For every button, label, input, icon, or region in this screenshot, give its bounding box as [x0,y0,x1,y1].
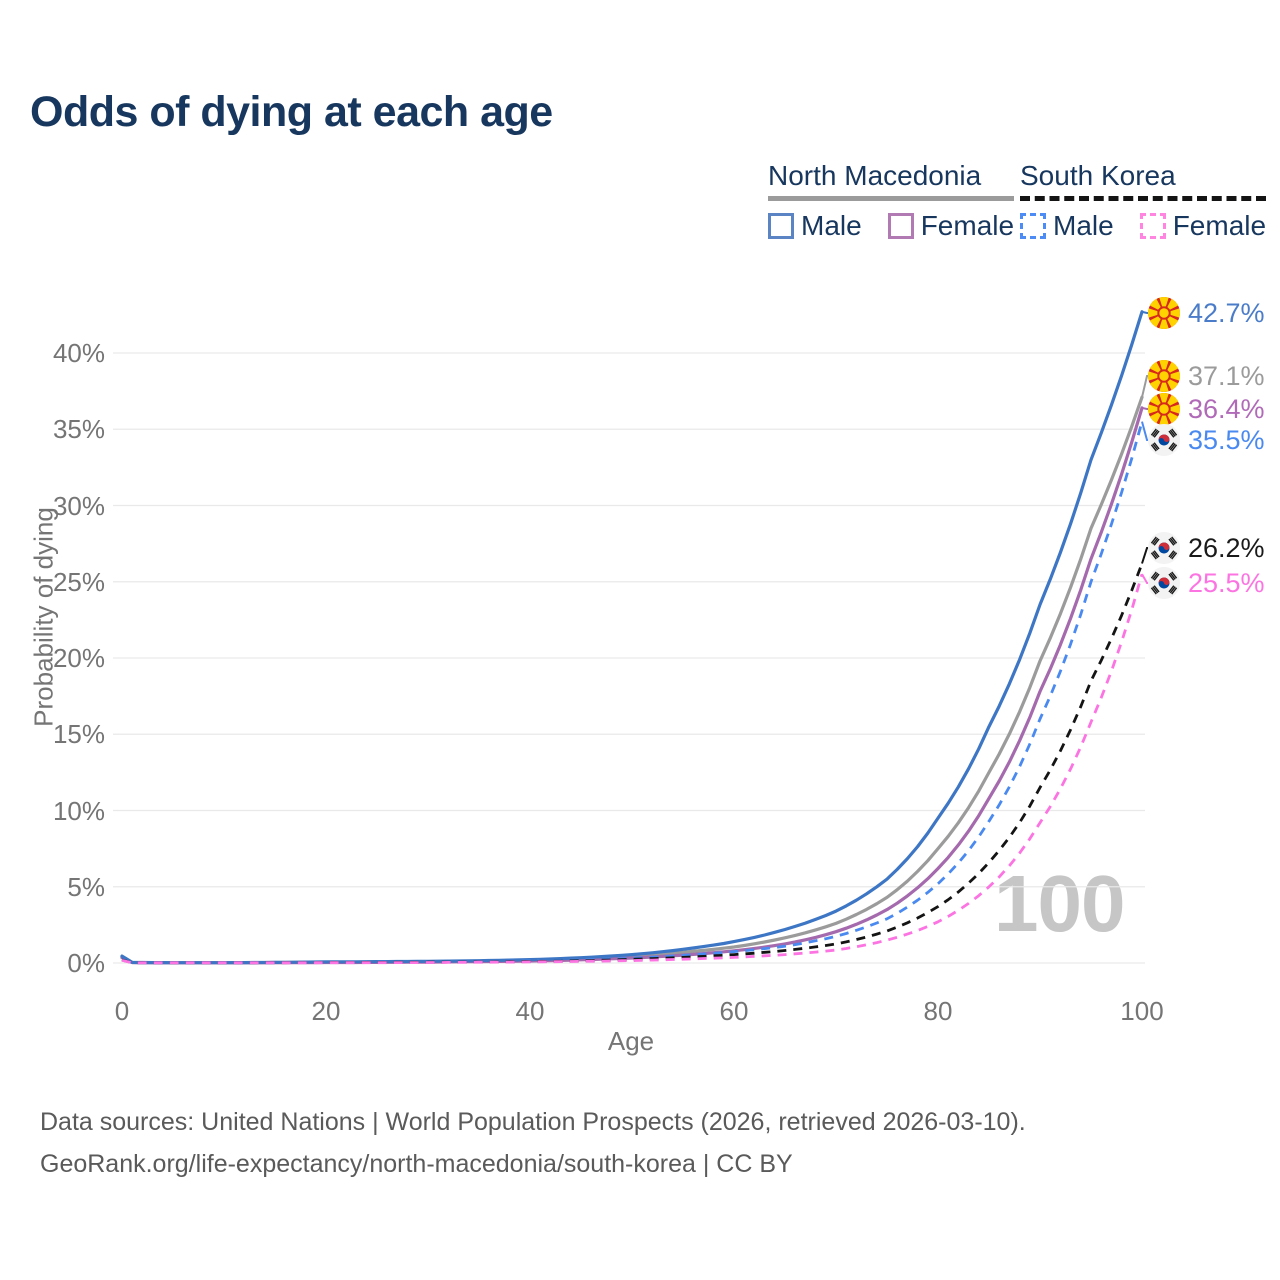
legend-item-label: Male [801,210,862,241]
y-tick-label: 25% [52,566,105,597]
legend-item-sk-male[interactable]: Male [1020,210,1114,242]
y-axis-title: Probability of dying [28,507,59,727]
north-macedonia-flag-icon [1147,392,1181,426]
south-korea-flag-icon [1147,423,1181,457]
y-tick-label: 35% [52,414,105,445]
legend-item-label: Female [920,210,1015,241]
y-tick-label: 15% [52,719,105,750]
legend-item-nm-male[interactable]: Male [768,210,862,242]
legend-country-south-korea: South Korea [1020,160,1176,191]
x-tick-label: 20 [311,996,341,1026]
x-tick-label: 0 [114,996,130,1026]
series-line-south-korea-both[interactable] [121,563,1144,965]
x-tick-label: 80 [923,996,953,1026]
south-korea-flag-icon [1147,566,1181,600]
end-value-label: 25.5% [1188,567,1265,598]
legend-item-sk-female[interactable]: Female [1139,210,1267,242]
y-tick-label: 5% [67,871,105,902]
nm-female-swatch-icon [887,213,914,239]
legend-item-label: Female [1172,210,1267,241]
end-label-south-korea-both: 26.2% [1147,531,1265,565]
y-tick-label: 40% [52,338,105,368]
north-macedonia-flag-icon [1147,359,1181,393]
end-label-south-korea-male: 35.5% [1147,423,1265,457]
end-value-label: 35.5% [1188,424,1265,455]
x-axis-title: Age [607,1026,655,1056]
legend-item-label: Male [1053,210,1114,241]
x-tick-label: 60 [719,996,749,1026]
dashed-line-style-icon [1020,196,1267,201]
series-line-north-macedonia-female[interactable] [120,406,1144,965]
south-korea-flag-icon [1147,531,1181,565]
end-label-north-macedonia-male: 42.7% [1147,296,1265,330]
solid-line-style-icon [768,196,1015,201]
end-value-label: 26.2% [1188,532,1265,563]
legend-group-north-macedonia: North Macedonia Male Female [768,160,1015,242]
y-tick-label: 10% [52,795,105,826]
y-tick-label: 0% [67,948,105,978]
end-label-north-macedonia-female: 36.4% [1147,392,1265,426]
footer-data-sources: Data sources: United Nations | World Pop… [40,1108,1026,1136]
north-macedonia-flag-icon [1147,296,1181,330]
y-tick-label: 20% [52,643,105,673]
end-label-south-korea-female: 25.5% [1147,566,1265,600]
series-line-south-korea-female[interactable] [121,573,1144,965]
x-tick-label: 100 [1120,996,1164,1026]
end-label-north-macedonia-both: 37.1% [1147,359,1265,393]
sk-female-swatch-icon [1139,213,1166,239]
series-line-south-korea-male[interactable] [121,421,1144,965]
end-value-label: 37.1% [1188,360,1265,391]
series-line-north-macedonia-both[interactable] [120,395,1144,965]
end-value-label: 42.7% [1188,297,1265,328]
x-tick-label: 40 [515,996,545,1026]
sk-male-swatch-icon [1020,213,1046,239]
series-line-north-macedonia-male[interactable] [120,310,1144,965]
footer-attribution: GeoRank.org/life-expectancy/north-macedo… [40,1150,793,1178]
page-title: Odds of dying at each age [30,88,553,136]
watermark-age-100: 100 [994,859,1125,948]
legend-country-north-macedonia: North Macedonia [768,160,982,191]
nm-male-swatch-icon [768,213,794,239]
y-tick-label: 30% [52,490,105,521]
end-value-label: 36.4% [1188,393,1265,424]
legend-group-south-korea: South Korea Male Female [1020,160,1267,242]
legend-item-nm-female[interactable]: Female [887,210,1015,242]
